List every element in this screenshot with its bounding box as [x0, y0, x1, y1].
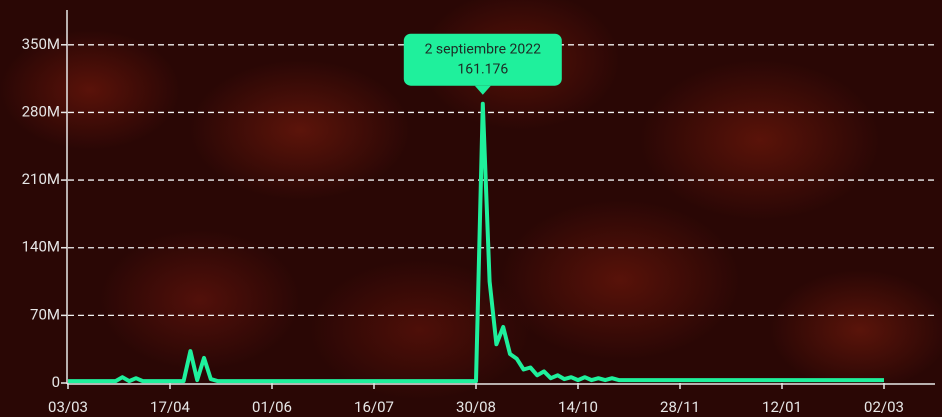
x-tick-label: 12/01	[762, 398, 802, 416]
y-tick-label: 350M	[22, 35, 60, 53]
x-tick-label: 03/03	[48, 398, 88, 416]
y-tick-label: 280M	[22, 102, 60, 120]
x-tick-label: 17/04	[150, 398, 190, 416]
x-tick-label: 01/06	[252, 398, 292, 416]
tooltip-box	[403, 33, 562, 86]
line-series	[68, 101, 884, 384]
x-tick-label: 02/03	[864, 398, 904, 416]
y-tick-label: 140M	[22, 238, 60, 256]
y-tick-label: 0	[52, 373, 60, 391]
tooltip-title: 2 septiembre 2022	[425, 41, 542, 57]
tooltip-pointer	[474, 85, 491, 95]
x-tick-label: 16/07	[354, 398, 394, 416]
x-tick-label: 14/10	[558, 398, 598, 416]
tooltip-value: 161.176	[457, 61, 508, 77]
x-tick-label: 28/11	[660, 398, 700, 416]
y-tick-label: 210M	[22, 170, 60, 188]
x-tick-label: 30/08	[456, 398, 496, 416]
y-tick-label: 70M	[30, 305, 60, 323]
